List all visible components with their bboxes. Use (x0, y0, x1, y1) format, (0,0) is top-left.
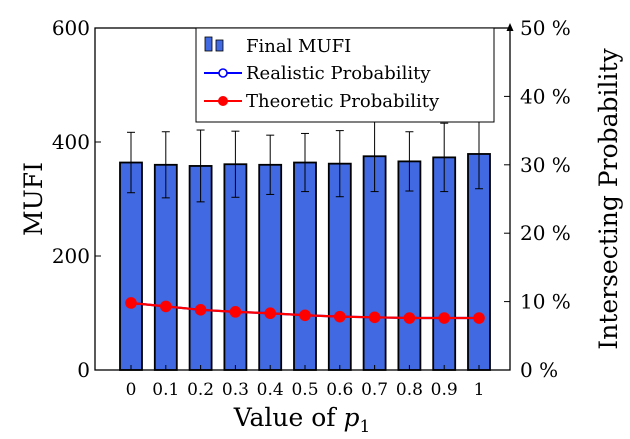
legend-label-realistic: Realistic Probability (246, 63, 431, 84)
point-2-8 (403, 312, 416, 324)
error-bars-layer (127, 118, 483, 203)
right-y-tick-label-5: 50 % (520, 16, 571, 40)
point-2-1 (160, 300, 172, 313)
y-tick-label-0: 0 (77, 358, 90, 382)
x-axis-label-subscript: 1 (359, 417, 370, 437)
legend-bar-swatch-1 (204, 36, 213, 52)
legend-item-theoretic: Theoretic Probability (204, 91, 440, 112)
point-2-3 (229, 306, 242, 318)
x-tick-label-2: 0.2 (187, 380, 214, 400)
right-y-tick-label-4: 40 % (520, 84, 571, 108)
right-y-tick-label-3: 30 % (520, 153, 571, 177)
probability-lines-layer (125, 297, 485, 324)
y-tick-label-1: 200 (52, 244, 90, 268)
right-y-tick-label-0: 0 % (520, 358, 558, 382)
legend-label-bar: Final MUFI (246, 36, 351, 57)
legend: Final MUFI Realistic Probability Theoret… (195, 27, 495, 123)
y-tick-label-3: 600 (52, 16, 90, 40)
legend-bar-swatch-2 (215, 39, 224, 52)
y-axis-label: MUFI (19, 162, 48, 236)
x-tick-label-5: 0.5 (291, 380, 318, 400)
x-tick-label-6: 0.6 (326, 380, 353, 400)
right-y-tick-label-2: 20 % (520, 221, 571, 245)
point-2-4 (264, 307, 277, 320)
legend-box (195, 27, 495, 123)
bar-8 (397, 160, 422, 371)
legend-marker-realistic (218, 68, 228, 78)
point-2-7 (368, 311, 381, 324)
x-tick-label-3: 0.3 (222, 380, 249, 400)
bar-5 (293, 161, 317, 371)
right-y-ticks: 0 % 10 % 20 % 30 % 40 % 50 % (504, 16, 571, 382)
x-tick-label-7: 0.7 (361, 380, 388, 400)
right-axis-arrow (506, 23, 514, 31)
x-axis-label: Value of p1 (233, 403, 371, 437)
point-2-9 (438, 312, 451, 324)
bar-4 (258, 163, 283, 371)
y-tick-label-2: 400 (52, 130, 90, 154)
legend-item-realistic: Realistic Probability (204, 63, 431, 84)
legend-item-bar: Final MUFI (204, 36, 351, 57)
right-y-tick-label-1: 10 % (520, 290, 571, 314)
left-y-ticks: 0 200 400 600 (52, 16, 101, 382)
point-2-5 (299, 309, 311, 322)
bar-0 (119, 161, 143, 371)
bars-layer (119, 153, 491, 371)
point-2-6 (333, 310, 346, 323)
x-tick-label-1: 0.1 (152, 380, 179, 400)
x-tick-label-10: 1 (474, 380, 485, 400)
x-tick-label-9: 0.9 (431, 380, 458, 400)
x-tick-label-4: 0.4 (257, 380, 284, 400)
legend-marker-theoretic (218, 96, 228, 106)
legend-label-theoretic: Theoretic Probability (246, 91, 440, 112)
x-ticks: 0 0.1 0.2 0.3 0.4 0.5 0.6 0.7 0.8 0.9 1 (126, 365, 485, 400)
point-2-10 (473, 312, 485, 324)
x-tick-label-0: 0 (126, 380, 137, 400)
point-2-0 (125, 297, 137, 309)
point-2-2 (194, 304, 207, 316)
x-axis-label-variable: p (343, 403, 359, 432)
right-y-axis-label: Intersecting Probability (594, 47, 623, 349)
x-axis-label-prefix: Value of (233, 403, 344, 432)
x-tick-label-8: 0.8 (396, 380, 423, 400)
